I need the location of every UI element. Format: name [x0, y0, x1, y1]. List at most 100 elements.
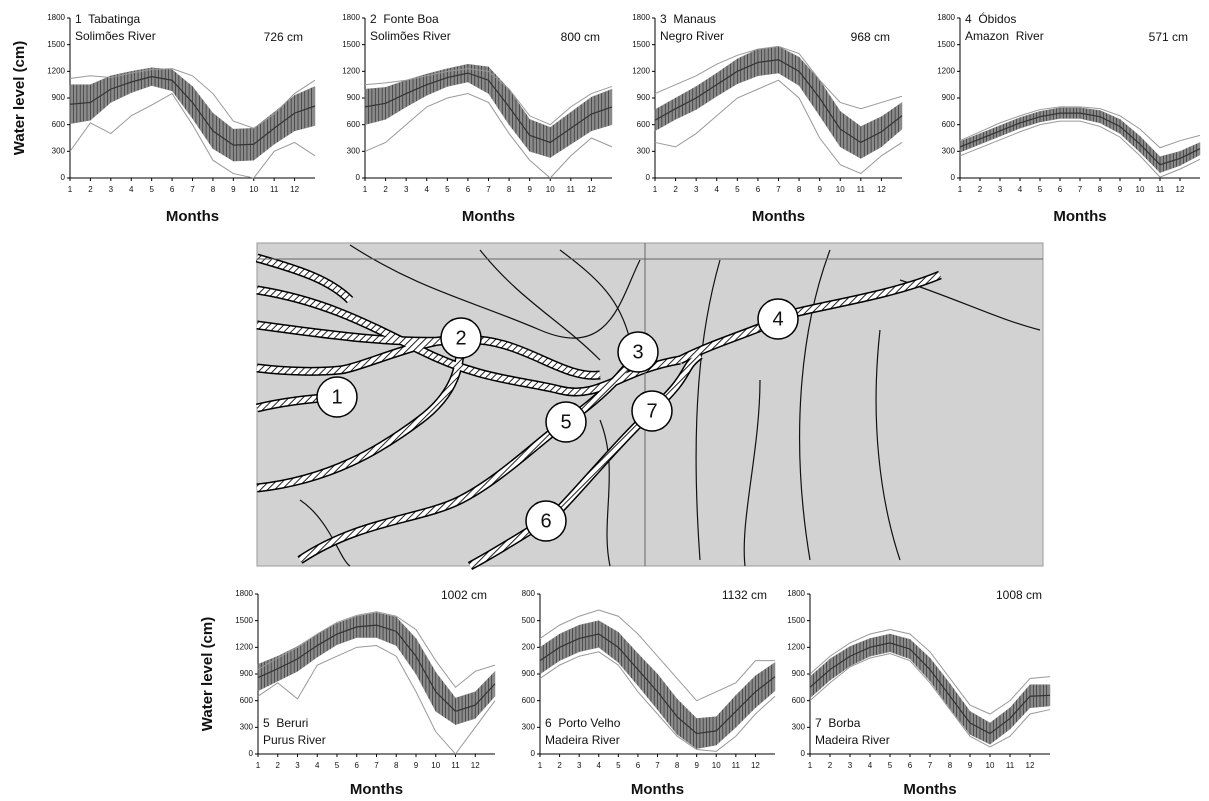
chart-title: 1 Tabatinga	[75, 12, 140, 26]
x-axis-label: Months	[903, 781, 956, 798]
y-tick-label: 600	[792, 696, 806, 705]
x-tick-label: 1	[363, 185, 368, 194]
x-tick-label: 9	[414, 761, 419, 770]
y-tick-label: 900	[637, 93, 651, 102]
x-tick-label: 5	[335, 761, 340, 770]
y-tick-label: 1500	[787, 616, 805, 625]
x-tick-label: 6	[636, 761, 641, 770]
map-marker-label: 3	[632, 341, 643, 363]
x-tick-label: 1	[256, 761, 261, 770]
x-tick-label: 2	[276, 761, 281, 770]
x-tick-label: 12	[290, 185, 299, 194]
annotation: 1008 cm	[996, 588, 1042, 602]
chart-title: 3 Manaus	[660, 12, 716, 26]
x-tick-label: 1	[958, 185, 963, 194]
x-tick-label: 12	[471, 761, 480, 770]
y-tick-label: 800	[522, 589, 536, 598]
x-tick-label: 3	[848, 761, 853, 770]
x-tick-label: 11	[857, 185, 866, 194]
x-tick-label: 3	[577, 761, 582, 770]
x-tick-label: 6	[170, 185, 175, 194]
chart-subtitle: Solimões River	[75, 29, 156, 43]
map-marker-label: 6	[540, 510, 551, 532]
annotation: 571 cm	[1149, 30, 1188, 44]
x-tick-label: 2	[383, 185, 388, 194]
y-tick-label: 900	[522, 669, 536, 678]
y-tick-label: 300	[240, 722, 254, 731]
x-tick-label: 10	[546, 185, 555, 194]
annotation: 968 cm	[851, 30, 890, 44]
x-tick-label: 7	[655, 761, 660, 770]
x-tick-label: 4	[597, 761, 602, 770]
x-tick-label: 12	[1176, 185, 1185, 194]
y-tick-label: 600	[637, 120, 651, 129]
x-axis-label: Months	[1053, 208, 1106, 225]
x-tick-label: 11	[270, 185, 279, 194]
x-tick-label: 8	[507, 185, 512, 194]
x-tick-label: 11	[1006, 761, 1015, 770]
x-tick-label: 12	[1026, 761, 1035, 770]
y-tick-label: 300	[522, 722, 536, 731]
y-tick-label: 0	[801, 749, 806, 758]
y-tick-label: 900	[792, 669, 806, 678]
map-marker-label: 5	[560, 411, 571, 433]
y-tick-label: 900	[240, 669, 254, 678]
chart-subtitle: Solimões River	[370, 29, 451, 43]
x-tick-label: 8	[948, 761, 953, 770]
x-tick-label: 11	[1156, 185, 1165, 194]
x-tick-label: 2	[557, 761, 562, 770]
x-tick-label: 11	[732, 761, 741, 770]
y-tick-label: 300	[942, 146, 956, 155]
y-tick-label: 300	[52, 146, 66, 155]
x-tick-label: 5	[735, 185, 740, 194]
y-tick-label: 0	[951, 173, 956, 182]
x-tick-label: 10	[249, 185, 258, 194]
x-tick-label: 6	[908, 761, 913, 770]
x-tick-label: 9	[817, 185, 822, 194]
x-tick-label: 1	[808, 761, 813, 770]
chart-subtitle: Purus River	[263, 733, 326, 747]
chart: 03006009001200150018001234567891011122 F…	[342, 12, 612, 225]
x-tick-label: 2	[88, 185, 93, 194]
x-tick-label: 4	[868, 761, 873, 770]
x-tick-label: 7	[928, 761, 933, 770]
y-tick-label: 1800	[47, 13, 65, 22]
y-tick-label: 0	[646, 173, 651, 182]
x-tick-label: 8	[797, 185, 802, 194]
chart: 03006009001200150018001234567891011124 Ó…	[937, 11, 1200, 225]
x-tick-label: 6	[1058, 185, 1063, 194]
x-tick-label: 9	[1118, 185, 1123, 194]
y-tick-label: 300	[792, 722, 806, 731]
y-tick-label: 200	[522, 642, 536, 651]
annotation: 800 cm	[561, 30, 600, 44]
y-tick-label: 1800	[937, 13, 955, 22]
x-tick-label: 1	[538, 761, 543, 770]
y-tick-label: 500	[522, 616, 536, 625]
x-tick-label: 10	[712, 761, 721, 770]
x-tick-label: 6	[466, 185, 471, 194]
x-tick-label: 5	[149, 185, 154, 194]
x-tick-label: 8	[1098, 185, 1103, 194]
x-tick-label: 4	[1018, 185, 1023, 194]
x-tick-label: 7	[1078, 185, 1083, 194]
y-tick-label: 0	[61, 173, 66, 182]
x-tick-label: 3	[109, 185, 114, 194]
y-tick-label: 1500	[342, 40, 360, 49]
y-tick-label: 1200	[787, 642, 805, 651]
x-tick-label: 11	[567, 185, 576, 194]
annotation: 726 cm	[264, 30, 303, 44]
chart: 03006009002005008001234567891011126 Port…	[522, 588, 775, 798]
y-tick-label: 600	[522, 696, 536, 705]
x-tick-label: 3	[998, 185, 1003, 194]
y-tick-label: 600	[942, 120, 956, 129]
y-tick-label: 1200	[342, 66, 360, 75]
x-tick-label: 11	[451, 761, 460, 770]
x-tick-label: 1	[653, 185, 658, 194]
chart-title: 4 Óbidos	[965, 11, 1016, 26]
x-tick-label: 3	[694, 185, 699, 194]
y-tick-label: 1200	[235, 642, 253, 651]
x-tick-label: 4	[129, 185, 134, 194]
y-tick-label: 1800	[787, 589, 805, 598]
y-tick-label: 0	[356, 173, 361, 182]
